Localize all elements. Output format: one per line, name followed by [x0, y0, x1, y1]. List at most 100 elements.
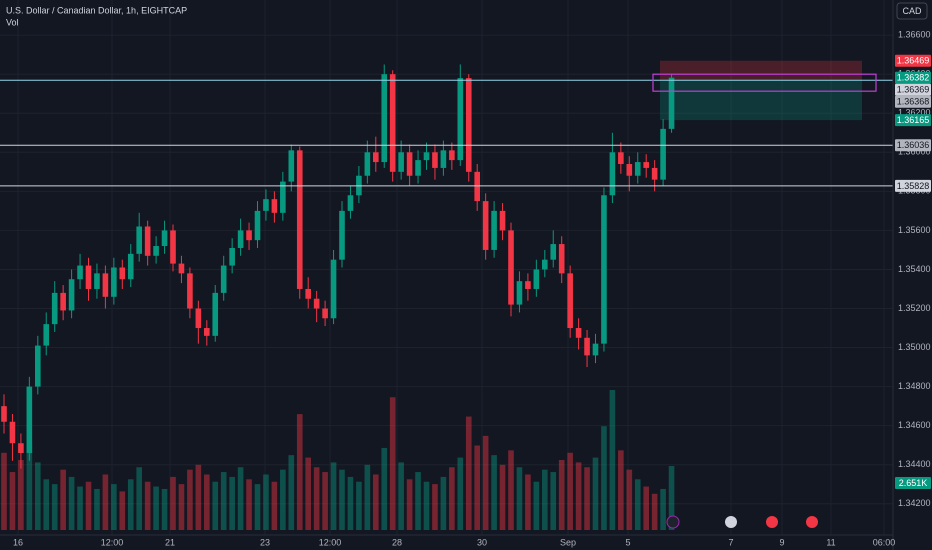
- candle-layer: [1, 64, 675, 469]
- currency-button[interactable]: [896, 2, 928, 20]
- candle-body: [634, 162, 641, 176]
- y-tick-label: 1.35000: [898, 342, 931, 352]
- event-icon[interactable]: [725, 516, 737, 528]
- candle-body: [406, 152, 413, 176]
- candle-body: [567, 273, 573, 329]
- candle-body: [339, 210, 345, 260]
- price-marker: [895, 83, 931, 96]
- candle-body: [347, 195, 354, 211]
- currency-label[interactable]: CAD: [902, 6, 922, 16]
- volume-bar: [26, 443, 33, 530]
- candle-body: [465, 78, 472, 172]
- y-tick-label: 1.36000: [898, 147, 931, 157]
- volume-bar: [440, 476, 447, 530]
- x-tick-label: 5: [625, 537, 630, 547]
- volume-bar: [254, 484, 261, 530]
- candle-body: [153, 246, 159, 256]
- position-target-zone: [660, 80, 862, 121]
- candle-body: [626, 164, 633, 176]
- event-icon[interactable]: [766, 516, 778, 528]
- volume-bar: [423, 481, 430, 530]
- candle-body: [94, 273, 100, 289]
- candle-body: [575, 328, 582, 338]
- candle-body: [491, 210, 497, 250]
- candle-body: [77, 265, 83, 280]
- candle-body: [482, 201, 489, 250]
- position-stop-zone: [660, 60, 862, 81]
- candle-body: [60, 292, 66, 311]
- candle-body: [204, 328, 210, 336]
- volume-bar: [592, 457, 599, 530]
- volume-bar: [381, 447, 388, 530]
- volume-bar: [305, 457, 311, 530]
- volume-bar: [161, 488, 168, 530]
- price-marker: [895, 179, 931, 192]
- volume-bar: [660, 488, 666, 530]
- candle-body: [170, 230, 176, 264]
- x-tick-label: 12:00: [101, 537, 124, 547]
- volume-bar: [491, 455, 497, 530]
- candle-body: [161, 230, 168, 247]
- price-marker-label: 1.36165: [897, 115, 930, 125]
- candle-body: [533, 269, 540, 289]
- y-tick-label: 1.35600: [898, 225, 931, 235]
- volume-bar: [347, 476, 354, 530]
- price-marker: [895, 114, 931, 127]
- candle-body: [660, 128, 666, 180]
- candle-body: [195, 308, 202, 329]
- candle-body: [212, 292, 219, 336]
- volume-bar: [127, 479, 134, 530]
- volume-bar: [85, 481, 92, 530]
- candle-body: [609, 152, 616, 196]
- candle-body: [474, 171, 480, 202]
- candle-body: [592, 343, 599, 356]
- volume-bar: [136, 467, 142, 530]
- volume-bar: [406, 479, 413, 530]
- volume-bar: [280, 469, 286, 530]
- volume-marker: [895, 477, 931, 489]
- candle-body: [432, 152, 438, 168]
- candle-body: [254, 210, 261, 241]
- volume-bar: [119, 491, 126, 530]
- volume-bar: [651, 493, 658, 530]
- candle-body: [449, 150, 455, 161]
- event-icon[interactable]: [806, 516, 818, 528]
- candle-body: [237, 230, 244, 248]
- y-tick-label: 1.34400: [898, 459, 931, 469]
- candle-body: [18, 443, 24, 453]
- x-tick-label: Sep: [560, 537, 576, 547]
- volume-bar: [558, 460, 565, 530]
- price-marker: [895, 139, 931, 152]
- candle-body: [415, 160, 421, 176]
- candle-body: [525, 281, 531, 289]
- candle-body: [178, 263, 185, 274]
- candle-body: [246, 230, 252, 241]
- volume-bar: [567, 452, 573, 530]
- x-tick-label: 11: [826, 537, 835, 547]
- candle-body: [558, 244, 565, 274]
- x-tick-label: 06:00: [873, 537, 896, 547]
- volume-bar: [195, 464, 202, 530]
- volume-bar: [449, 467, 455, 530]
- x-tick-label: 9: [779, 537, 784, 547]
- position-layer: [660, 60, 862, 121]
- volume-bar: [237, 467, 244, 530]
- volume-bar: [212, 481, 219, 530]
- price-marker-label: 1.35828: [897, 181, 930, 191]
- volume-bar: [415, 472, 421, 530]
- highlight-zone: [652, 73, 877, 92]
- volume-bar: [339, 469, 345, 530]
- candle-body: [584, 337, 590, 356]
- volume-bar: [60, 469, 66, 530]
- candle-body: [271, 199, 278, 213]
- volume-bar: [35, 462, 41, 530]
- volume-title: Vol: [6, 17, 19, 27]
- volume-bar: [94, 488, 100, 530]
- volume-bar: [1, 452, 7, 530]
- candle-body: [499, 210, 506, 231]
- volume-bar: [609, 390, 616, 530]
- volume-bar: [601, 426, 607, 530]
- event-icon[interactable]: [666, 515, 680, 529]
- volume-bar: [51, 484, 58, 530]
- y-tick-label: 1.36600: [898, 30, 931, 40]
